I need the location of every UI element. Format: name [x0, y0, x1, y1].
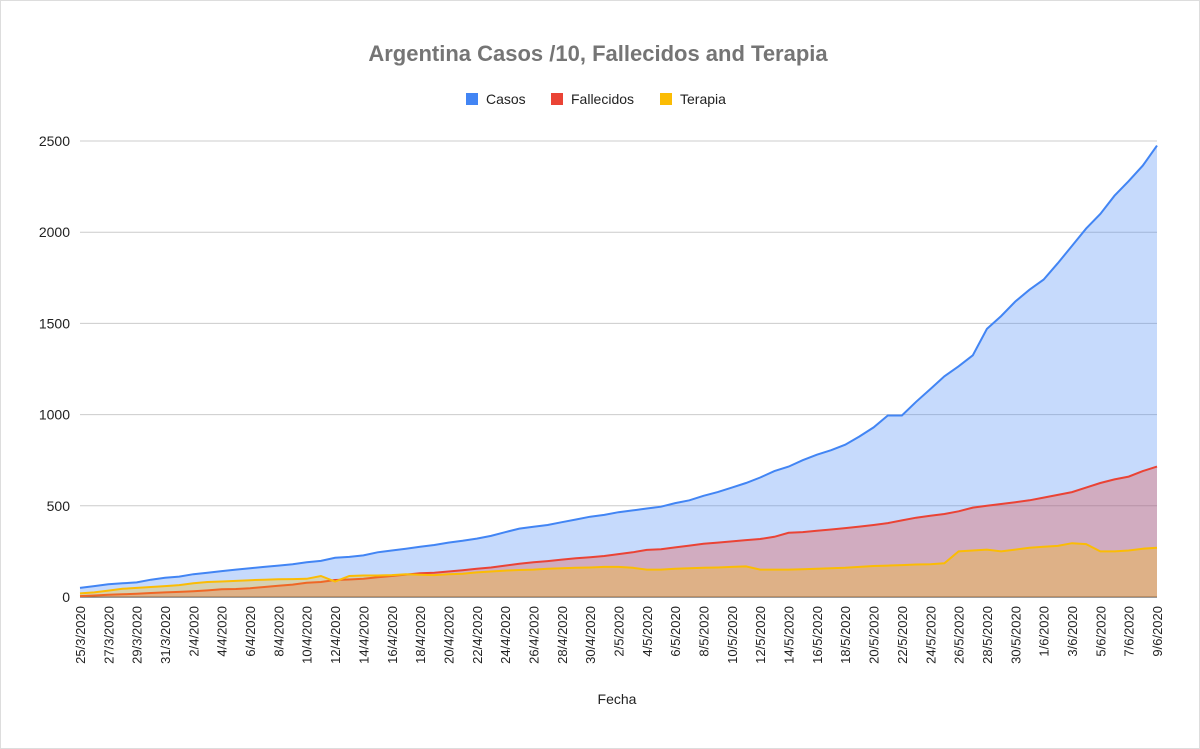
x-tick-label: 28/4/2020: [555, 606, 570, 664]
chart-title: Argentina Casos /10, Fallecidos and Tera…: [368, 41, 828, 66]
x-tick-label: 25/3/2020: [73, 606, 88, 664]
x-tick-label: 6/5/2020: [668, 606, 683, 657]
x-tick-label: 26/5/2020: [952, 606, 967, 664]
series-line: [79, 465, 1158, 598]
x-tick-label: 14/5/2020: [782, 606, 797, 664]
x-tick-label: 1/6/2020: [1037, 606, 1052, 657]
x-axis-label: Fecha: [598, 691, 637, 707]
area-fill: [80, 145, 1157, 597]
y-tick-label: 0: [62, 589, 70, 605]
x-tick-label: 20/5/2020: [867, 606, 882, 664]
y-tick-label: 500: [47, 498, 71, 514]
x-tick-label: 4/5/2020: [640, 606, 655, 657]
x-tick-label: 18/4/2020: [413, 606, 428, 664]
x-tick-label: 30/5/2020: [1008, 606, 1023, 664]
x-tick-label: 12/5/2020: [753, 606, 768, 664]
area-fill: [80, 543, 1157, 597]
x-tick-label: 31/3/2020: [158, 606, 173, 664]
x-tick-label: 2/5/2020: [612, 606, 627, 657]
x-tick-label: 22/5/2020: [895, 606, 910, 664]
x-tick-label: 8/5/2020: [697, 606, 712, 657]
legend-swatch: [660, 93, 672, 105]
series-line: [79, 145, 1158, 589]
area-fill: [80, 466, 1157, 597]
legend-label: Casos: [486, 91, 526, 107]
x-tick-label: 24/4/2020: [498, 606, 513, 664]
x-tick-label: 9/6/2020: [1150, 606, 1165, 657]
legend-swatch: [466, 93, 478, 105]
legend-label: Terapia: [680, 91, 726, 107]
x-tick-label: 28/5/2020: [980, 606, 995, 664]
x-tick-label: 7/6/2020: [1122, 606, 1137, 657]
x-tick-label: 2/4/2020: [186, 606, 201, 657]
x-tick-label: 24/5/2020: [923, 606, 938, 664]
x-tick-label: 10/4/2020: [300, 606, 315, 664]
series-line: [79, 542, 1158, 595]
legend-label: Fallecidos: [571, 91, 634, 107]
y-tick-label: 2000: [39, 224, 70, 240]
x-tick-label: 5/6/2020: [1093, 606, 1108, 657]
x-tick-label: 14/4/2020: [356, 606, 371, 664]
x-tick-label: 3/6/2020: [1065, 606, 1080, 657]
y-tick-label: 1500: [39, 315, 70, 331]
x-tick-label: 10/5/2020: [725, 606, 740, 664]
x-tick-label: 12/4/2020: [328, 606, 343, 664]
x-tick-label: 8/4/2020: [271, 606, 286, 657]
y-tick-label: 2500: [39, 133, 70, 149]
x-tick-label: 26/4/2020: [526, 606, 541, 664]
x-tick-label: 29/3/2020: [130, 606, 145, 664]
x-tick-label: 20/4/2020: [441, 606, 456, 664]
x-tick-label: 16/5/2020: [810, 606, 825, 664]
x-tick-label: 30/4/2020: [583, 606, 598, 664]
legend-swatch: [551, 93, 563, 105]
x-tick-label: 4/4/2020: [215, 606, 230, 657]
x-tick-label: 22/4/2020: [470, 606, 485, 664]
x-tick-label: 27/3/2020: [101, 606, 116, 664]
x-tick-label: 18/5/2020: [838, 606, 853, 664]
y-tick-label: 1000: [39, 407, 70, 423]
x-tick-label: 16/4/2020: [385, 606, 400, 664]
x-tick-label: 6/4/2020: [243, 606, 258, 657]
